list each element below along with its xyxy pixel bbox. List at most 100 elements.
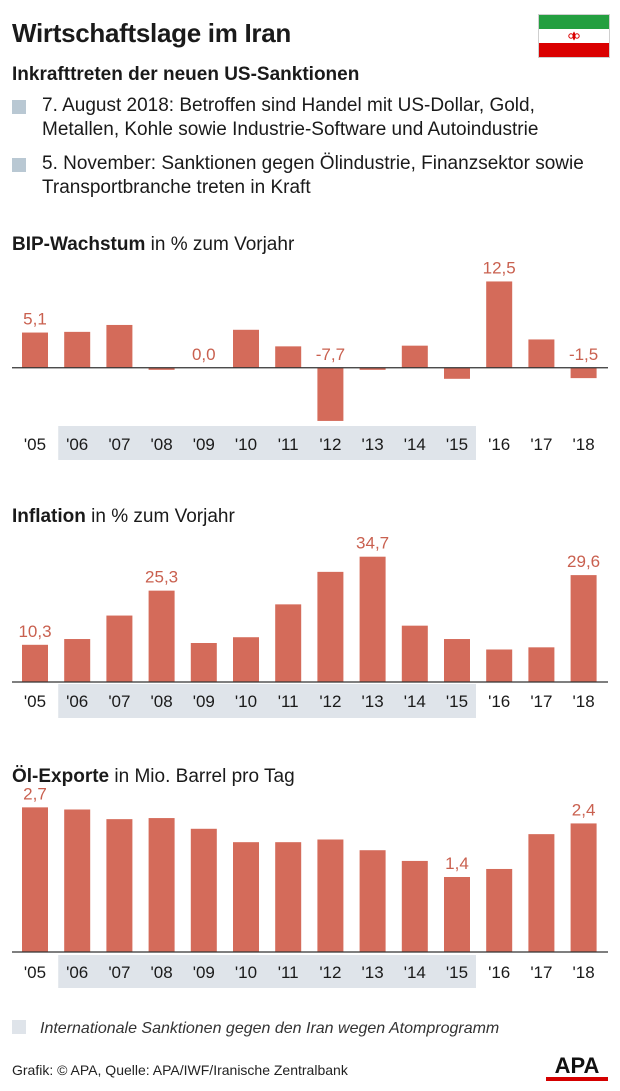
tick-label: '10: [235, 435, 257, 454]
bar-06: [64, 809, 91, 952]
tick-label: '14: [404, 435, 426, 454]
bar-12: [317, 367, 344, 421]
tick-label: '17: [530, 963, 552, 982]
bar-17: [528, 647, 555, 682]
tick-label: '10: [235, 692, 257, 711]
flag-emblem: [568, 31, 580, 41]
bar-13: [359, 367, 386, 370]
legend-label: Internationale Sanktionen gegen den Iran…: [40, 1020, 500, 1037]
tick-label: '13: [362, 692, 384, 711]
bar-14: [401, 625, 428, 682]
sanction-note-august: 7. August 2018: Betroffen sind Handel mi…: [12, 94, 612, 142]
tick-label: '15: [446, 963, 468, 982]
inflation-chart: Inflation in % zum Vorjahr '05 10,3 '06 '07 '…: [12, 506, 608, 718]
gdp-growth-chart: BIP-Wachstum in % zum Vorjahr '05 5,1 '06 '0…: [12, 234, 608, 460]
tick-label: '11: [278, 435, 299, 454]
tick-label: '18: [573, 692, 595, 711]
bar-16: [486, 281, 513, 368]
data-label: 2,4: [572, 800, 596, 819]
oil-exports-chart: Öl-Exporte in Mio. Barrel pro Tag '05 2,7 '…: [12, 766, 608, 988]
note-text: 5. November: Sanktionen gegen Ölindustri…: [42, 153, 584, 198]
bar-17: [528, 339, 555, 368]
bar-08: [148, 818, 175, 952]
tick-label: '16: [488, 435, 510, 454]
apa-logo: APA: [546, 1053, 608, 1081]
note-text: 7. August 2018: Betroffen sind Handel mi…: [42, 95, 539, 140]
flag-stripe-green: [539, 15, 609, 29]
tick-label: '07: [108, 435, 130, 454]
tick-label: '15: [446, 435, 468, 454]
bar-17: [528, 834, 555, 952]
bar-05: [22, 644, 48, 682]
bar-05: [22, 807, 48, 952]
sanction-period-band: [58, 955, 476, 988]
bar-09: [190, 643, 217, 682]
tick-label: '11: [278, 692, 299, 711]
tick-label: '07: [108, 692, 130, 711]
tick-label: '08: [151, 963, 173, 982]
bar-11: [275, 604, 302, 682]
bar-14: [401, 345, 428, 368]
chart-unit-label: in Mio. Barrel pro Tag: [109, 766, 295, 787]
source-credit: Grafik: © APA, Quelle: APA/IWF/Iranische…: [12, 1062, 348, 1078]
bar-13: [359, 850, 386, 952]
bar-18: [570, 823, 597, 952]
flag-stripe-white: [539, 29, 609, 43]
bar-10: [233, 842, 259, 952]
chart-title: BIP-Wachstum in % zum Vorjahr: [12, 234, 295, 255]
bar-12: [317, 571, 344, 682]
bar-11: [275, 346, 302, 368]
subtitle: Inkrafttreten der neuen US-Sanktionen: [12, 64, 360, 85]
tick-label: '09: [193, 963, 215, 982]
bar-07: [106, 819, 133, 952]
chart-title: Öl-Exporte in Mio. Barrel pro Tag: [12, 766, 295, 787]
tick-label: '16: [488, 963, 510, 982]
tick-label: '05: [24, 435, 46, 454]
tick-label: '07: [108, 963, 130, 982]
tick-label: '09: [193, 435, 215, 454]
tick-label: '13: [362, 963, 384, 982]
bar-10: [233, 637, 259, 682]
flag-stripe-red: [539, 43, 609, 57]
bar-15: [444, 367, 470, 379]
bar-08: [148, 367, 175, 370]
sanction-period-band: [58, 684, 476, 718]
tick-label: '15: [446, 692, 468, 711]
bar-16: [486, 868, 513, 952]
bar-12: [317, 839, 344, 952]
note-square-icon: [12, 100, 26, 114]
data-label: 2,7: [23, 784, 47, 803]
chart-title-bold: Inflation: [12, 506, 86, 527]
bar-18: [570, 367, 597, 379]
tick-label: '17: [530, 435, 552, 454]
bar-09: [190, 828, 217, 952]
bar-05: [22, 332, 48, 368]
note-square-icon: [12, 158, 26, 172]
data-label: 29,6: [567, 552, 600, 571]
logo-text: APA: [555, 1053, 600, 1078]
data-label: 5,1: [23, 310, 47, 329]
sanction-note-november: 5. November: Sanktionen gegen Ölindustri…: [12, 152, 612, 200]
tick-label: '14: [404, 963, 426, 982]
legend-sanctions: Internationale Sanktionen gegen den Iran…: [12, 1020, 499, 1038]
bar-14: [401, 860, 428, 952]
tick-label: '17: [530, 692, 552, 711]
chart-unit-label: in % zum Vorjahr: [86, 506, 236, 527]
tick-label: '05: [24, 963, 46, 982]
tick-label: '18: [573, 435, 595, 454]
chart-title: Inflation in % zum Vorjahr: [12, 506, 235, 527]
tick-label: '12: [319, 692, 341, 711]
iran-flag-icon: [538, 14, 610, 58]
tick-label: '05: [24, 692, 46, 711]
chart-title-bold: BIP-Wachstum: [12, 234, 145, 255]
chart-unit-label: in % zum Vorjahr: [145, 234, 295, 255]
bar-07: [106, 324, 133, 368]
legend-swatch: [12, 1020, 26, 1034]
tick-label: '11: [278, 963, 299, 982]
data-label: 0,0: [192, 345, 216, 364]
data-label: -1,5: [569, 345, 598, 364]
bar-15: [444, 639, 470, 682]
tick-label: '08: [151, 692, 173, 711]
tick-label: '06: [66, 435, 88, 454]
chart-title-bold: Öl-Exporte: [12, 766, 109, 787]
